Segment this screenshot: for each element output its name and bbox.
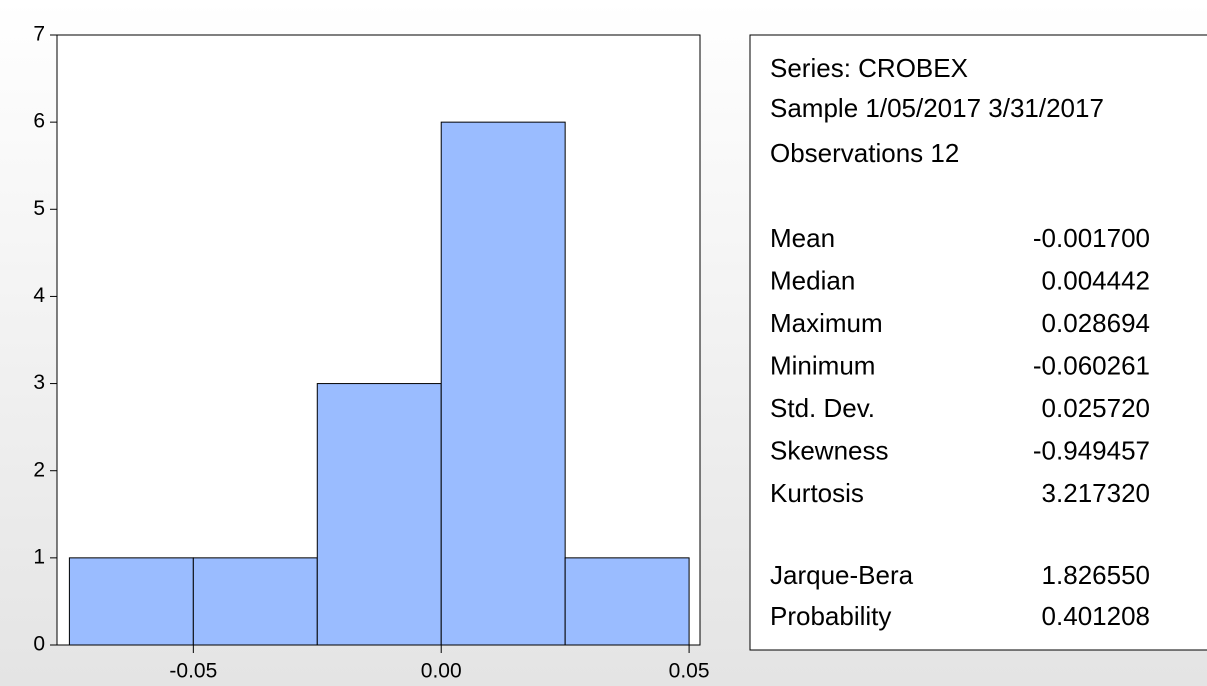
y-tick-label: 5 <box>33 197 45 220</box>
stat-name: Std. Dev. <box>770 393 875 423</box>
bar <box>192 557 318 646</box>
series-label: Series: CROBEX <box>770 53 968 83</box>
bar <box>564 557 690 646</box>
stat-value: 0.025720 <box>1042 393 1150 423</box>
x-tick-label: 0.00 <box>421 660 462 683</box>
y-tick-label: 7 <box>33 23 45 46</box>
test-name: Jarque-Bera <box>770 560 914 590</box>
stat-name: Median <box>770 265 855 295</box>
stat-value: -0.949457 <box>1033 435 1150 465</box>
observations-label: Observations 12 <box>770 138 959 168</box>
stat-name: Minimum <box>770 350 875 380</box>
y-tick-label: 4 <box>33 284 45 307</box>
x-tick-label: -0.05 <box>169 660 217 683</box>
test-value: 1.826550 <box>1042 560 1150 590</box>
stat-value: 0.028694 <box>1042 308 1150 338</box>
y-tick-label: 2 <box>33 458 45 481</box>
stat-name: Skewness <box>770 435 889 465</box>
stat-value: 0.004442 <box>1042 265 1150 295</box>
bar <box>68 557 194 646</box>
y-tick-label: 6 <box>33 110 45 133</box>
stats-panel <box>749 34 1207 651</box>
stat-value: -0.001700 <box>1033 223 1150 253</box>
bar <box>316 383 442 646</box>
y-tick-label: 1 <box>33 545 45 568</box>
stat-name: Mean <box>770 223 835 253</box>
bar <box>440 121 566 646</box>
stat-value: -0.060261 <box>1033 350 1150 380</box>
test-name: Probability <box>770 601 891 631</box>
y-tick-label: 0 <box>33 633 45 656</box>
test-value: 0.401208 <box>1042 601 1150 631</box>
stat-value: 3.217320 <box>1042 478 1150 508</box>
y-tick-label: 3 <box>33 371 45 394</box>
sample-label: Sample 1/05/2017 3/31/2017 <box>770 93 1104 123</box>
stat-name: Kurtosis <box>770 478 864 508</box>
x-tick-label: 0.05 <box>669 660 710 683</box>
stat-name: Maximum <box>770 308 883 338</box>
